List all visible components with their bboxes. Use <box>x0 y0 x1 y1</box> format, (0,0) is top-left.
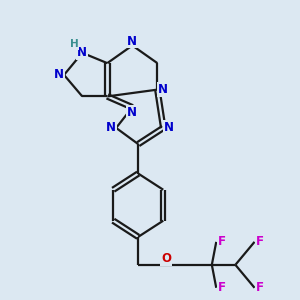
Text: N: N <box>127 34 137 48</box>
Text: N: N <box>106 122 116 134</box>
Text: F: F <box>256 236 264 248</box>
Text: N: N <box>158 83 168 96</box>
Text: N: N <box>77 46 87 59</box>
Text: O: O <box>161 252 171 265</box>
Text: H: H <box>70 39 78 49</box>
Text: N: N <box>127 106 137 119</box>
Text: N: N <box>164 122 173 134</box>
Text: F: F <box>256 281 264 294</box>
Text: F: F <box>218 281 226 294</box>
Text: F: F <box>218 236 226 248</box>
Text: N: N <box>54 68 64 81</box>
